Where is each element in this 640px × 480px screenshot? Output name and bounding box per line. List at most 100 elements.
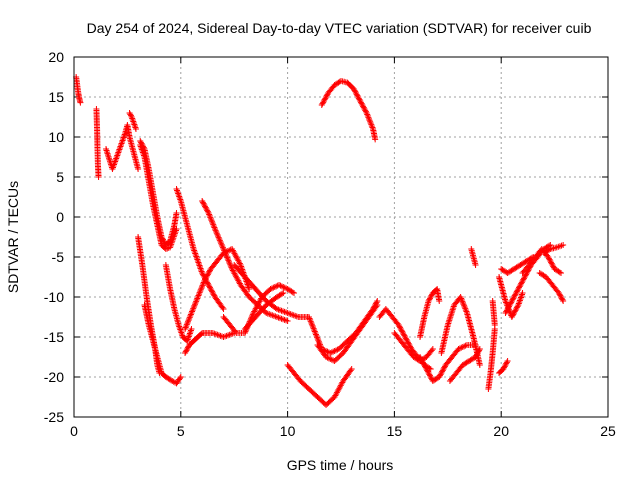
data-point: [362, 108, 369, 115]
data-point: [203, 206, 210, 212]
series-arc-6: [137, 142, 180, 252]
data-point: [406, 342, 413, 348]
data-point: [205, 282, 212, 288]
data-point: [205, 270, 212, 276]
data-point: [187, 312, 194, 319]
data-point: [427, 372, 433, 379]
data-point: [135, 166, 142, 172]
data-point: [206, 284, 213, 291]
data-point: [441, 364, 448, 371]
data-point: [365, 115, 372, 122]
series-arc-8: [141, 302, 184, 387]
data-point: [184, 320, 191, 327]
data-point: [512, 291, 519, 298]
data-point: [417, 354, 424, 360]
data-point: [268, 285, 275, 292]
data-point: [501, 363, 508, 370]
data-point: [270, 284, 277, 291]
data-point: [402, 335, 409, 342]
data-point: [545, 254, 552, 260]
data-point: [456, 345, 463, 352]
data-point: [323, 94, 330, 100]
data-point: [280, 284, 287, 290]
data-point: [205, 210, 212, 216]
data-point: [220, 246, 227, 252]
data-point: [183, 323, 190, 330]
data-point: [198, 331, 205, 337]
data-point: [426, 371, 433, 378]
data-point: [428, 347, 435, 354]
data-point: [209, 288, 216, 295]
data-point: [318, 102, 325, 108]
y-tick-label: 0: [56, 209, 64, 225]
data-point: [462, 305, 469, 312]
data-point: [324, 354, 331, 361]
data-point: [194, 294, 201, 300]
data-point: [196, 289, 203, 296]
data-point: [226, 258, 233, 265]
data-point: [198, 285, 205, 292]
data-point: [520, 275, 527, 282]
data-point: [491, 322, 498, 328]
data-point: [557, 292, 564, 299]
y-tick-label: -10: [44, 289, 64, 305]
data-point: [127, 112, 134, 119]
data-point: [213, 228, 220, 235]
series-arc-2: [93, 106, 102, 180]
data-point: [202, 276, 209, 283]
data-point: [204, 207, 211, 214]
data-point: [546, 256, 553, 263]
data-point: [518, 280, 525, 287]
data-point: [513, 288, 520, 295]
series-arc-10: [173, 186, 227, 312]
data-point: [126, 110, 133, 116]
data-point: [347, 367, 354, 374]
data-point: [202, 275, 209, 282]
data-point: [472, 354, 479, 360]
data-point: [209, 290, 216, 296]
data-point: [246, 286, 253, 292]
data-point: [519, 278, 526, 284]
data-point: [404, 338, 411, 344]
data-point: [173, 226, 180, 232]
data-point: [423, 366, 430, 372]
data-point: [271, 284, 278, 290]
data-point: [208, 287, 215, 294]
data-point: [363, 110, 370, 116]
data-point: [210, 291, 217, 298]
data-point: [183, 347, 190, 354]
data-point: [401, 332, 408, 339]
data-point: [459, 298, 466, 305]
data-point: [397, 326, 404, 332]
data-point: [513, 290, 520, 296]
series-arc-21: [376, 306, 434, 372]
series-arc-26: [446, 346, 483, 384]
data-point: [207, 215, 214, 222]
data-point: [357, 98, 364, 104]
data-point: [520, 276, 527, 283]
data-point: [199, 199, 206, 206]
data-point: [424, 367, 431, 374]
data-point: [503, 307, 510, 314]
data-point: [461, 304, 468, 311]
x-tick-label: 20: [493, 423, 509, 439]
data-point: [209, 220, 216, 227]
data-point: [218, 241, 225, 248]
data-point: [459, 344, 466, 350]
data-point: [310, 325, 317, 332]
series-arc-30: [496, 358, 511, 376]
data-point: [424, 368, 431, 375]
y-tick-label: 10: [48, 129, 64, 145]
data-point: [176, 375, 183, 382]
data-point: [560, 298, 567, 304]
data-point: [219, 304, 226, 311]
data-point: [366, 117, 373, 124]
y-tick-label: 5: [56, 169, 64, 185]
data-point: [327, 356, 334, 362]
data-point: [356, 96, 363, 103]
data-point: [519, 290, 526, 296]
data-point: [127, 111, 134, 118]
data-point: [404, 339, 411, 346]
data-point: [206, 211, 213, 218]
data-point: [555, 290, 562, 296]
